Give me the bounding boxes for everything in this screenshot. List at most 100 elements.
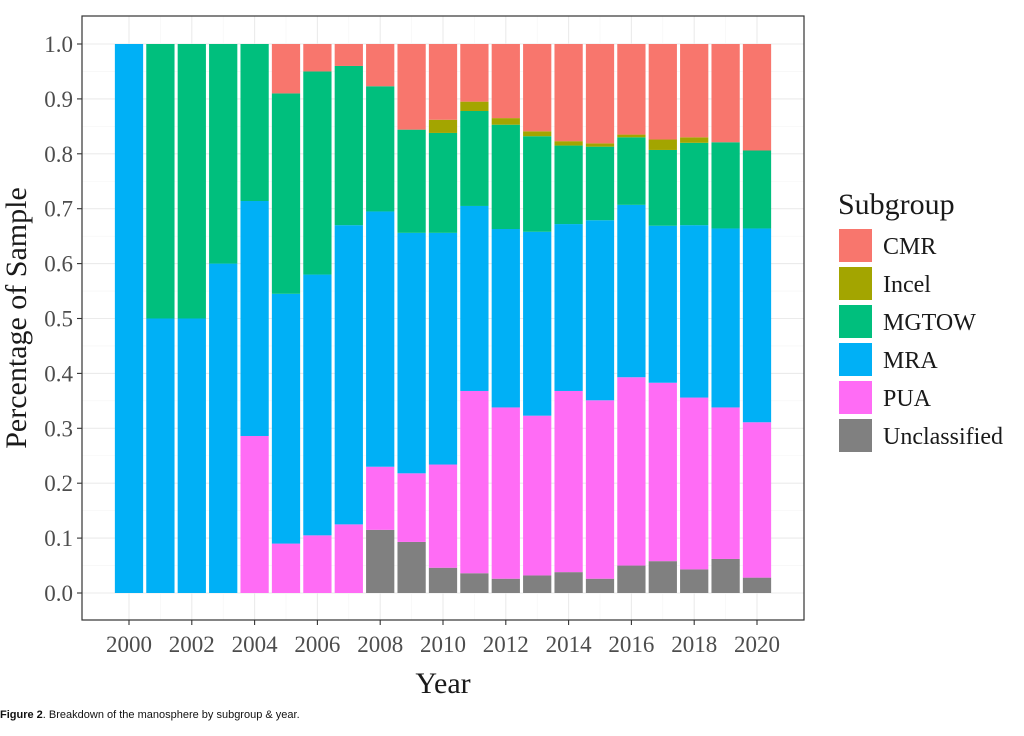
legend-label: Unclassified [883, 424, 1003, 450]
legend-label: CMR [883, 234, 936, 260]
bar-segment-pua [460, 390, 489, 574]
bar-segment-pua [648, 382, 677, 562]
y-tick-label: 0.9 [44, 87, 73, 112]
bar-segment-unclassified [523, 575, 552, 593]
legend-swatch [839, 267, 872, 300]
x-tick-label: 2004 [232, 632, 279, 657]
bar-segment-incel [617, 134, 646, 138]
bar-segment-cmr [303, 44, 332, 72]
bar-segment-unclassified [742, 577, 772, 593]
legend-swatch [839, 381, 872, 414]
bar-segment-mgtow [303, 71, 332, 275]
y-tick-label: 0.5 [44, 307, 73, 332]
bar-segment-mra [146, 318, 175, 593]
legend-label: Incel [883, 272, 931, 298]
bar-segment-mra [114, 44, 144, 593]
bar-stack-2015 [585, 44, 615, 593]
bar-stack-2000 [114, 44, 144, 593]
bar-stack-2006 [303, 44, 332, 593]
bar-stack-2004 [240, 44, 269, 593]
x-tick-label: 2018 [671, 632, 717, 657]
bar-segment-unclassified [460, 573, 489, 593]
y-tick-label: 0.3 [44, 416, 73, 441]
bar-stack-2003 [209, 44, 238, 593]
bar-segment-incel [460, 101, 489, 111]
y-tick-label: 0.2 [44, 471, 73, 496]
bar-stack-2014 [554, 44, 583, 593]
bars [114, 44, 772, 593]
bar-segment-cmr [334, 44, 363, 66]
bar-segment-cmr [271, 44, 301, 94]
bar-segment-mgtow [742, 150, 772, 229]
x-tick-label: 2010 [420, 632, 466, 657]
bar-segment-cmr [397, 44, 426, 130]
y-tick-label: 0.1 [44, 526, 73, 551]
legend-label: PUA [883, 386, 932, 412]
legend-swatch [839, 229, 872, 262]
bar-stack-2001 [146, 44, 175, 593]
bar-segment-mra [680, 225, 709, 398]
bar-segment-cmr [523, 44, 552, 132]
bar-segment-cmr [460, 44, 489, 102]
bar-segment-mgtow [491, 124, 520, 230]
bar-segment-mra [460, 205, 489, 391]
figure-caption: Figure 2. Breakdown of the manosphere by… [0, 709, 300, 721]
legend-swatch [839, 305, 872, 338]
legend-label: MRA [883, 348, 938, 374]
y-tick-label: 0.7 [44, 197, 73, 222]
bar-stack-2020 [742, 44, 772, 593]
bar-stack-2016 [617, 44, 646, 593]
legend-label: MGTOW [883, 310, 976, 336]
bar-segment-incel [585, 143, 615, 147]
bar-segment-mra [240, 201, 269, 436]
bar-segment-unclassified [585, 578, 615, 593]
bar-segment-mgtow [271, 93, 301, 294]
bar-segment-cmr [585, 44, 615, 144]
legend-title: Subgroup [838, 188, 955, 221]
bar-stack-2019 [711, 44, 740, 593]
bar-segment-mra [428, 232, 458, 465]
bar-segment-unclassified [397, 541, 426, 593]
bar-segment-mra [554, 224, 583, 391]
bar-segment-incel [523, 131, 552, 137]
bar-segment-mgtow [648, 149, 677, 226]
bar-segment-mra [648, 225, 677, 383]
bar-stack-2002 [177, 44, 206, 593]
bar-segment-mgtow [240, 44, 269, 202]
y-tick-label: 0.0 [44, 581, 73, 606]
bar-segment-incel [428, 119, 458, 133]
bar-segment-unclassified [491, 578, 520, 593]
bar-segment-mra [209, 263, 238, 593]
bar-segment-mra [585, 220, 615, 401]
bar-segment-pua [428, 464, 458, 568]
bar-segment-mra [523, 231, 552, 416]
x-tick-label: 2020 [734, 632, 780, 657]
bar-segment-mgtow [585, 146, 615, 221]
legend-swatch [839, 419, 872, 452]
x-tick-label: 2006 [294, 632, 340, 657]
x-tick-label: 2012 [483, 632, 529, 657]
bar-segment-cmr [617, 44, 646, 135]
bar-segment-mgtow [617, 137, 646, 205]
bar-segment-mgtow [209, 44, 238, 264]
legend-item-pua: PUA [839, 381, 932, 414]
bar-segment-cmr [648, 44, 677, 140]
legend: Subgroup CMR Incel MGTOW MRA PUA Unclassified [838, 188, 1003, 452]
bar-segment-cmr [554, 44, 583, 142]
bar-segment-mra [177, 318, 206, 593]
y-tick-label: 1.0 [44, 32, 73, 57]
bar-stack-2005 [271, 44, 301, 593]
bar-segment-incel [648, 139, 677, 150]
legend-item-unclassified: Unclassified [839, 419, 1003, 452]
y-axis: 0.0 0.1 0.2 0.3 0.4 0.5 0.6 0.7 0.8 0.9 1.0 [44, 32, 82, 606]
bar-stack-2018 [680, 44, 709, 593]
bar-segment-mgtow [366, 86, 395, 212]
figure-caption-text: . Breakdown of the manosphere by subgrou… [42, 709, 300, 721]
bar-segment-incel [554, 141, 583, 146]
bar-segment-mra [711, 228, 740, 408]
bar-segment-mra [397, 232, 426, 474]
bar-segment-pua [303, 535, 332, 593]
bar-segment-cmr [428, 44, 458, 120]
bar-segment-mgtow [397, 129, 426, 233]
